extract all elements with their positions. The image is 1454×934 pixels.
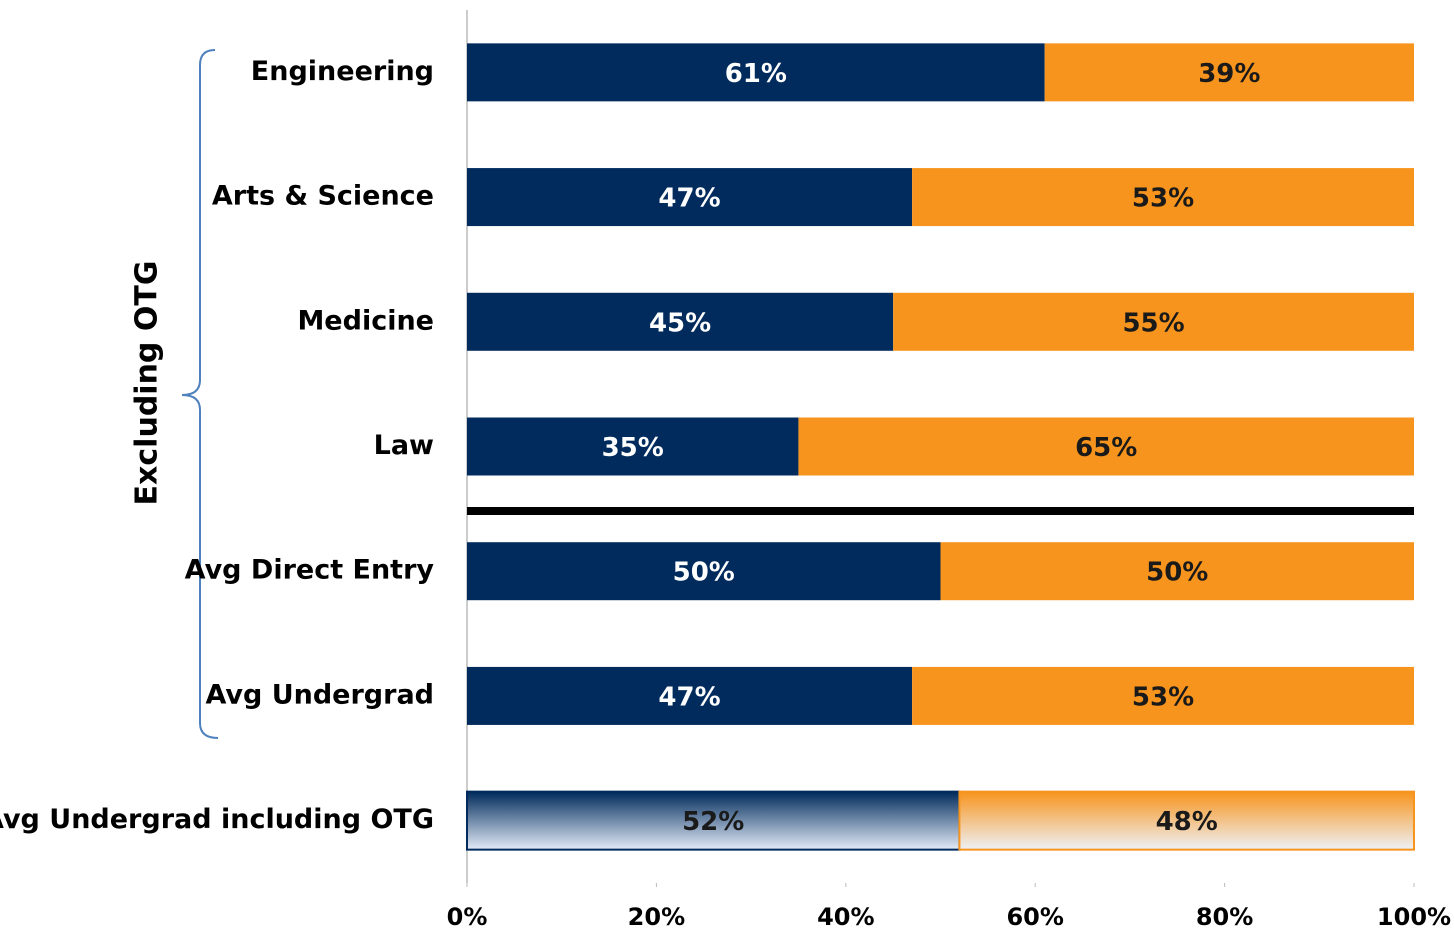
y-tick-label: Avg Undergrad including OTG (0, 804, 434, 835)
x-tick-label: 100% (1377, 903, 1451, 931)
data-label: 45% (649, 308, 711, 338)
y-tick-label: Medicine (297, 305, 434, 336)
data-label: 35% (602, 433, 664, 463)
data-label: 47% (658, 682, 720, 712)
data-label: 47% (658, 184, 720, 214)
data-label: 39% (1198, 59, 1260, 89)
bar-segment (467, 417, 799, 476)
bar-segment (467, 292, 894, 351)
y-tick-label: Law (374, 430, 434, 461)
y-tick-label: Avg Direct Entry (185, 555, 435, 586)
data-label: 55% (1122, 308, 1184, 338)
x-tick-label: 80% (1196, 903, 1253, 931)
bar-segment (467, 168, 913, 227)
bar-segment (467, 542, 941, 601)
bar-segment (467, 666, 913, 725)
bar-segment (893, 292, 1414, 351)
bar-segment (912, 666, 1414, 725)
bracket (181, 49, 219, 739)
data-label: 50% (1146, 558, 1208, 588)
y-tick-label: Arts & Science (212, 181, 434, 212)
data-label: 53% (1132, 682, 1194, 712)
bar-segment (958, 790, 1415, 851)
bar-segment (912, 168, 1414, 227)
data-label: 61% (725, 59, 787, 89)
x-tick-label: 20% (628, 903, 685, 931)
data-label: 65% (1075, 433, 1137, 463)
x-tick-label: 40% (817, 903, 874, 931)
bar-segment (467, 43, 1045, 102)
bar-segment (940, 542, 1414, 601)
bar-segment (1044, 43, 1414, 102)
data-label: 53% (1132, 184, 1194, 214)
data-label: 50% (673, 558, 735, 588)
y-tick-label: Engineering (251, 56, 434, 87)
x-tick-label: 60% (1006, 903, 1063, 931)
data-label: 48% (1156, 807, 1218, 837)
bar-segment (798, 417, 1414, 476)
annotation: Excluding OTG (130, 261, 165, 506)
data-label: 52% (682, 807, 744, 837)
x-tick-label: 0% (447, 903, 488, 931)
y-tick-label: Avg Undergrad (205, 679, 434, 710)
